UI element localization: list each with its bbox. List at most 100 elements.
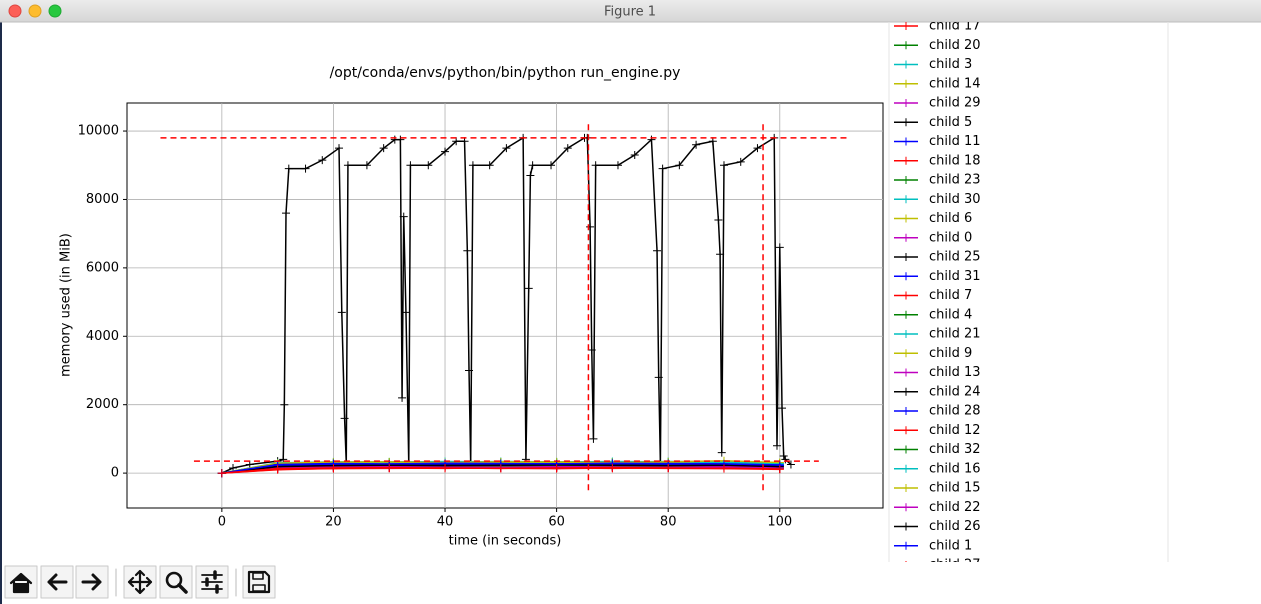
point-marker (563, 144, 572, 153)
point-marker (902, 79, 910, 88)
toolbar (4, 565, 276, 599)
point-marker (318, 156, 327, 165)
legend-label: child 16 (929, 461, 981, 476)
legend-label: child 3 (929, 57, 972, 72)
legend-label: child 20 (929, 38, 981, 53)
point-marker (902, 60, 910, 69)
point-marker (902, 541, 910, 550)
point-marker (717, 448, 726, 457)
point-marker (396, 135, 405, 144)
save-button[interactable] (242, 565, 276, 599)
legend-label: child 6 (929, 211, 972, 226)
point-marker (528, 161, 537, 170)
plot-area (127, 103, 883, 508)
point-marker (284, 164, 293, 173)
point-marker (586, 222, 595, 231)
series-line (221, 136, 792, 474)
point-marker (902, 214, 910, 223)
legend-label: child 24 (929, 384, 981, 399)
x-tick-label: 100 (767, 515, 792, 530)
point-marker (329, 463, 338, 472)
legend-label: child 7 (929, 288, 972, 303)
x-tick-label: 20 (325, 515, 342, 530)
x-tick-label: 40 (437, 515, 454, 530)
point-marker (630, 150, 639, 159)
point-marker (496, 464, 505, 473)
point-marker (468, 161, 477, 170)
point-marker (902, 99, 910, 107)
y-axis-label: memory used (in MiB) (59, 233, 74, 377)
point-marker (902, 522, 910, 531)
legend-label: child 18 (929, 153, 981, 168)
legend-label: child 25 (929, 250, 981, 265)
point-marker (399, 212, 408, 221)
back-button[interactable] (40, 565, 74, 599)
point-marker (902, 156, 910, 165)
point-marker (658, 164, 667, 173)
point-marker (902, 310, 910, 319)
legend-label: child 17 (929, 19, 981, 34)
point-marker (398, 393, 407, 402)
zoom-rect-button[interactable] (159, 565, 193, 599)
point-marker (465, 366, 474, 375)
point-marker (902, 484, 910, 492)
point-marker (775, 465, 784, 474)
point-marker (902, 137, 910, 146)
point-marker (714, 215, 723, 224)
legend-label: child 22 (929, 500, 981, 515)
point-marker (653, 246, 662, 255)
point-marker (340, 414, 349, 423)
point-marker (664, 463, 673, 472)
point-marker (779, 452, 788, 461)
point-marker (301, 164, 310, 173)
point-marker (902, 387, 910, 396)
point-marker (401, 308, 410, 317)
point-marker (781, 455, 790, 464)
point-marker (902, 368, 910, 377)
point-marker (441, 463, 450, 472)
x-tick-label: 80 (660, 515, 677, 530)
close-button[interactable] (8, 4, 22, 18)
legend-label: child 11 (929, 134, 981, 149)
zoom-button[interactable] (48, 4, 62, 18)
legend-label: child 23 (929, 173, 981, 188)
pan-button[interactable] (123, 565, 157, 599)
point-marker (552, 463, 561, 472)
point-marker (902, 503, 910, 512)
point-marker (902, 330, 910, 338)
point-marker (778, 404, 787, 413)
forward-button[interactable] (75, 565, 109, 599)
legend-label: child 27 (929, 558, 981, 573)
home-button[interactable] (4, 565, 38, 599)
point-marker (902, 195, 910, 204)
point-marker (902, 22, 910, 30)
legend-label: child 28 (929, 404, 981, 419)
legend-label: child 13 (929, 365, 981, 380)
point-marker (406, 161, 415, 170)
point-marker (692, 140, 701, 149)
configure-button[interactable] (195, 565, 229, 599)
legend-label: child 32 (929, 442, 981, 457)
chart-title: /opt/conda/envs/python/bin/python run_en… (330, 65, 681, 81)
point-marker (613, 161, 622, 170)
axes-frame (126, 102, 884, 509)
title-bar (0, 0, 1261, 22)
point-marker (647, 135, 656, 144)
legend-label: child 9 (929, 346, 972, 361)
point-marker (424, 161, 433, 170)
y-tick-label: 2000 (86, 397, 119, 412)
point-marker (280, 400, 289, 409)
legend-label: child 30 (929, 192, 981, 207)
x-axis-label: time (in seconds) (449, 534, 562, 549)
point-marker (460, 137, 469, 146)
point-marker (502, 144, 511, 153)
point-marker (716, 250, 725, 259)
point-marker (902, 272, 910, 281)
minimize-button[interactable] (28, 4, 42, 18)
legend-label: child 1 (929, 538, 972, 553)
y-tick-label: 10000 (78, 124, 119, 139)
legend-label: child 12 (929, 423, 981, 438)
point-marker (485, 161, 494, 170)
legend-label: child 21 (929, 327, 981, 342)
